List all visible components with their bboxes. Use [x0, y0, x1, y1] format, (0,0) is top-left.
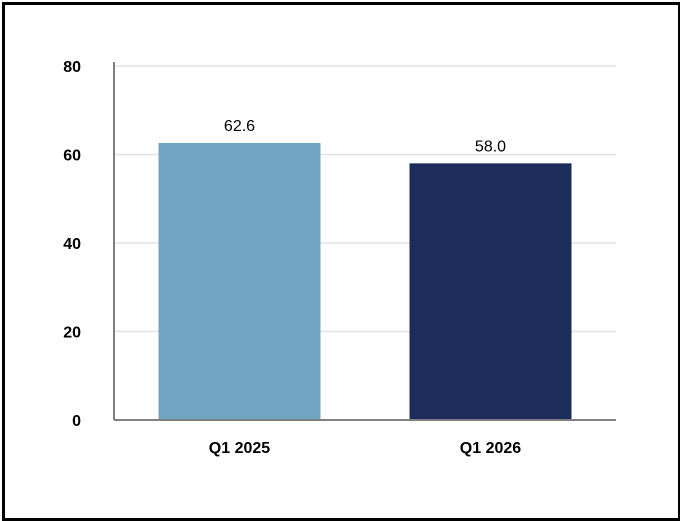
x-tick-label-1: Q1 2026 [460, 440, 521, 457]
bar-value-label-0: 62.6 [224, 118, 255, 135]
bars [158, 142, 572, 420]
x-category-labels: Q1 2025 Q1 2026 [209, 440, 521, 457]
bar-value-labels: 62.6 58.0 [224, 118, 506, 155]
y-tick-label-3: 60 [63, 148, 81, 165]
y-tick-label-1: 20 [63, 325, 81, 342]
y-tick-label-2: 40 [63, 236, 81, 253]
y-tick-label-4: 80 [63, 59, 81, 76]
bar-0 [158, 142, 321, 420]
y-tick-labels: 0 20 40 60 80 [63, 59, 81, 430]
y-tick-label-0: 0 [72, 413, 81, 430]
axes [113, 62, 616, 421]
bar-1 [409, 163, 572, 420]
bar-value-label-1: 58.0 [475, 138, 506, 155]
x-tick-label-0: Q1 2025 [209, 440, 270, 457]
